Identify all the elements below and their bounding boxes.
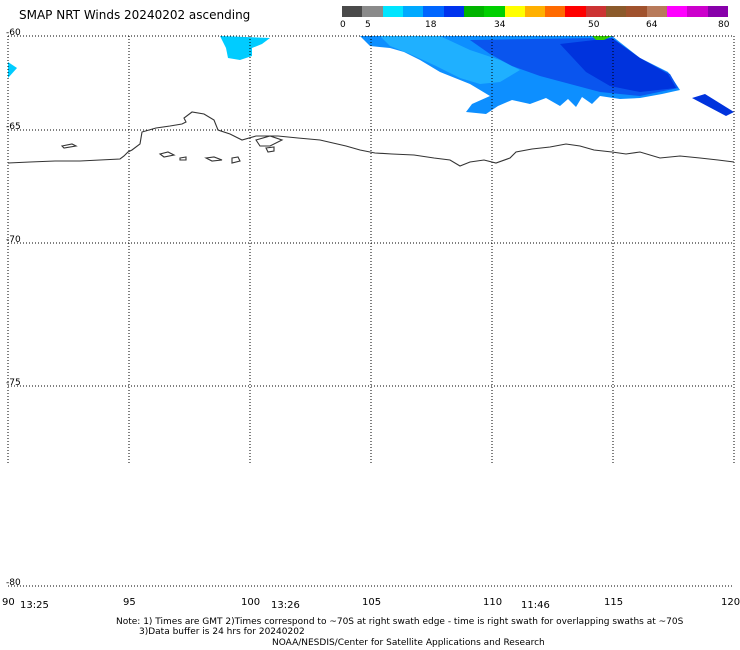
colorbar-segment: [565, 6, 586, 17]
lon-label: 95: [123, 597, 136, 608]
colorbar-segment: [342, 6, 363, 17]
lon-label: 120: [721, 597, 740, 608]
lat-label: -60: [6, 28, 21, 38]
lat-label: -65: [6, 122, 21, 132]
colorbar-label: 64: [646, 20, 658, 30]
colorbar-label: 80: [718, 20, 730, 30]
lon-label: 105: [362, 597, 382, 608]
map-title: SMAP NRT Winds 20240202 ascending: [19, 8, 251, 22]
lon-label: 115: [604, 597, 624, 608]
wind-swath-patch: [592, 36, 612, 40]
lon-label: 90: [2, 597, 15, 608]
wind-swath-patch: [380, 36, 520, 84]
colorbar-segment: [687, 6, 708, 17]
wind-swath-patch: [692, 94, 734, 116]
colorbar-segment: [585, 6, 607, 17]
note-line: Note: 1) Times are GMT 2)Times correspon…: [116, 617, 684, 627]
colorbar-segment: [362, 6, 383, 17]
wind-speed-colorbar: [342, 6, 728, 17]
colorbar-label: 0: [340, 20, 346, 30]
graticule: [7, 35, 735, 587]
colorbar-segment: [545, 6, 566, 17]
swath-time-label: 11:46: [521, 600, 550, 611]
lat-label: -70: [6, 235, 21, 245]
lon-label: 110: [483, 597, 503, 608]
swath-time-label: 13:26: [271, 600, 300, 611]
wind-swath-patch: [8, 62, 17, 78]
colorbar-segment: [524, 6, 546, 17]
colorbar-segment: [402, 6, 424, 17]
wind-swath-patch: [560, 38, 676, 92]
swath-time-label: 13:25: [20, 600, 49, 611]
colorbar-label: 18: [425, 20, 437, 30]
lon-label: 100: [241, 597, 261, 608]
colorbar-label: 34: [494, 20, 506, 30]
colorbar-segment: [484, 6, 505, 17]
note-line: 3)Data buffer is 24 hrs for 20240202: [139, 627, 305, 637]
wind-swath-fill: [8, 36, 734, 116]
colorbar-segment: [504, 6, 525, 17]
colorbar-segment: [443, 6, 464, 17]
colorbar-segment: [423, 6, 444, 17]
colorbar-segment: [626, 6, 647, 17]
note-line: NOAA/NESDIS/Center for Satellite Applica…: [272, 638, 545, 648]
colorbar-segment: [463, 6, 485, 17]
colorbar-segment: [606, 6, 627, 17]
lat-label: -80: [6, 578, 21, 588]
wind-swath-patch: [220, 36, 270, 60]
antarctic-coastline: [7, 111, 735, 167]
colorbar-segment: [707, 6, 728, 17]
colorbar-segment: [382, 6, 403, 17]
lat-label: -75: [6, 378, 21, 388]
colorbar-segment: [667, 6, 688, 17]
colorbar-label: 50: [588, 20, 600, 30]
colorbar-segment: [646, 6, 667, 17]
colorbar-label: 5: [365, 20, 371, 30]
